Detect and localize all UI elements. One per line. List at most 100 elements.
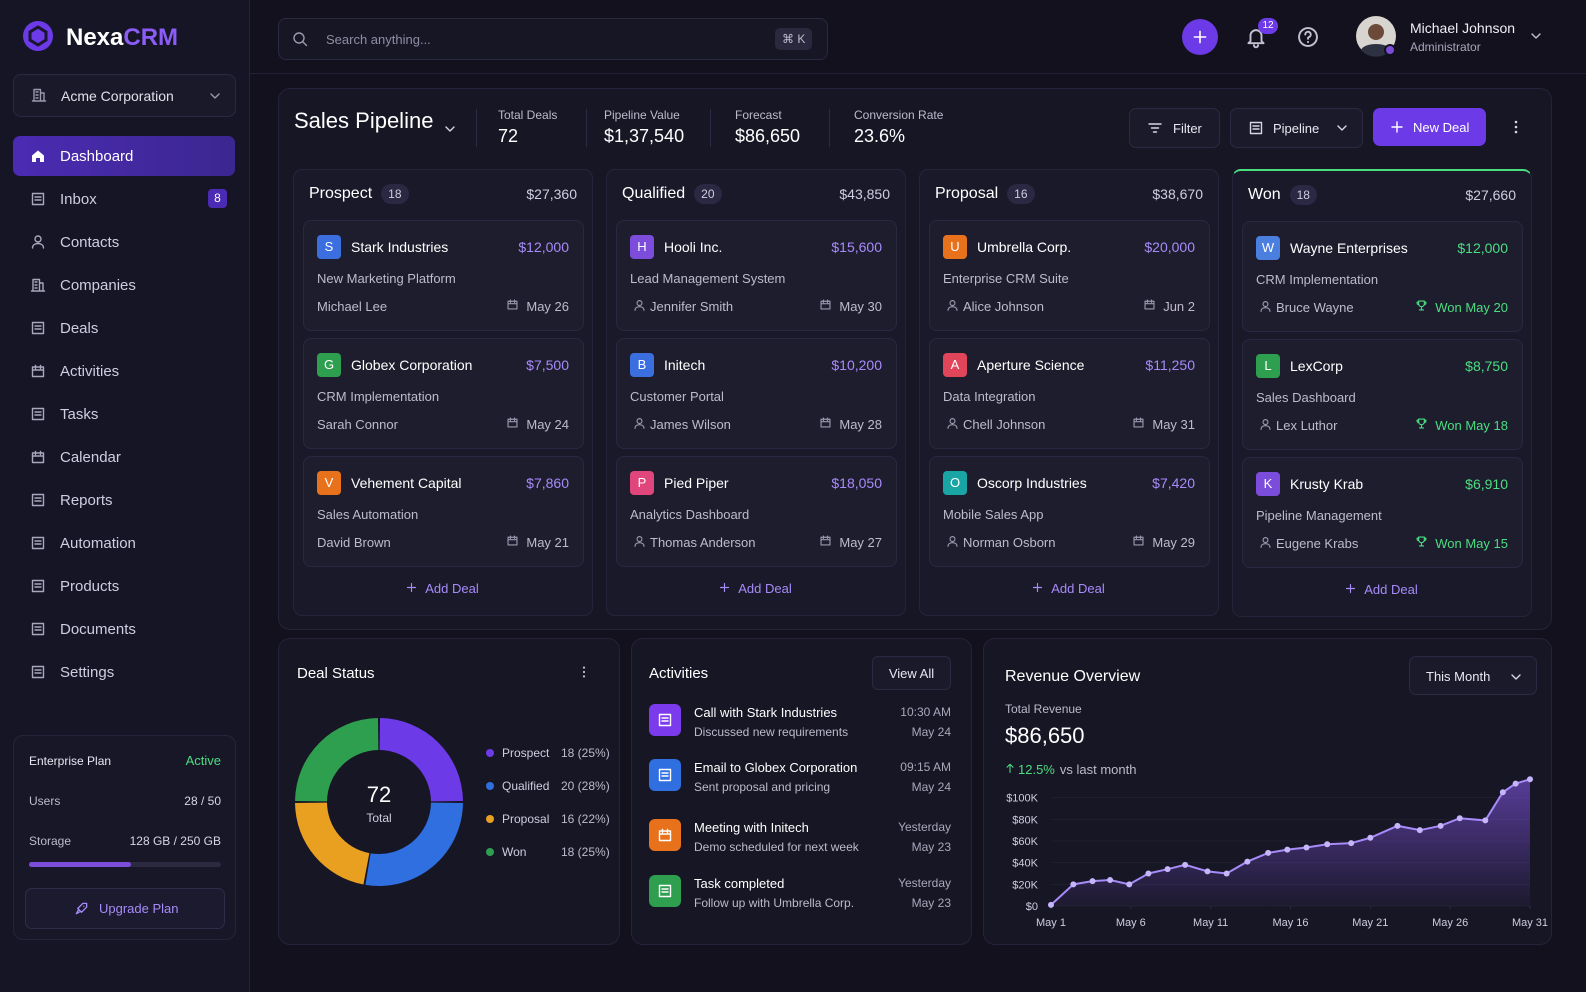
activity-time: 09:15 AM — [900, 760, 951, 774]
users-label: Users — [29, 794, 61, 808]
deal-card[interactable]: A Aperture Science $11,250 Data Integration… — [929, 338, 1210, 449]
nav-item[interactable]: Inbox 8 — [13, 179, 235, 219]
pipeline-title: Sales Pipeline — [294, 108, 434, 133]
revenue-point — [1164, 866, 1171, 873]
nav-item[interactable]: Documents — [13, 609, 235, 649]
add-deal-button[interactable]: Add Deal — [607, 574, 905, 604]
legend-swatch — [486, 815, 494, 823]
deal-card[interactable]: L LexCorp $8,750 Sales Dashboard Lex Luthor W… — [1242, 339, 1523, 450]
nav-label: Deals — [60, 320, 99, 337]
nav-item[interactable]: Deals — [13, 308, 235, 348]
plus-icon — [1345, 583, 1356, 594]
up-icon — [1006, 763, 1014, 774]
view-selector[interactable]: Pipeline — [1230, 108, 1363, 148]
nav-item[interactable]: Settings — [13, 652, 235, 692]
deal-date: May 26 — [526, 299, 569, 314]
activity-title: Meeting with Initech — [694, 820, 809, 835]
cal-glyph — [658, 828, 672, 842]
nav-item[interactable]: Products — [13, 566, 235, 606]
deal-status-title: Deal Status — [297, 665, 375, 682]
deal-date: Won May 15 — [1435, 536, 1508, 551]
deal-card[interactable]: V Vehement Capital $7,860 Sales Automation D… — [303, 456, 584, 567]
deal-date: May 29 — [1152, 535, 1195, 550]
column-name: Qualified — [622, 185, 686, 202]
deal-card[interactable]: S Stark Industries $12,000 New Marketing Pl… — [303, 220, 584, 331]
activity-icon — [649, 819, 681, 851]
nav-item[interactable]: Calendar — [13, 437, 235, 477]
logo-mark — [23, 21, 53, 51]
user-role: Administrator — [1410, 40, 1481, 54]
cal-glyph — [1133, 417, 1144, 428]
revenue-point — [1265, 849, 1272, 856]
user-icon — [1260, 301, 1271, 312]
nav-item[interactable]: Activities — [13, 351, 235, 391]
plus-glyph — [1345, 583, 1356, 594]
company-name: Globex Corporation — [351, 357, 473, 373]
nav-item[interactable]: Automation — [13, 523, 235, 563]
activity-date: May 24 — [911, 725, 951, 739]
new-deal-button[interactable]: New Deal — [1373, 108, 1486, 146]
quick-add-button[interactable] — [1182, 19, 1218, 55]
deal-card[interactable]: G Globex Corporation $7,500 CRM Implementat… — [303, 338, 584, 449]
company-initial: B — [630, 353, 654, 377]
revenue-point — [1394, 822, 1401, 829]
nav-item[interactable]: Companies — [13, 265, 235, 305]
nav-item[interactable]: Tasks — [13, 394, 235, 434]
more-button[interactable] — [1508, 119, 1524, 135]
add-deal-button[interactable]: Add Deal — [920, 574, 1218, 604]
stat-divider — [586, 109, 587, 147]
filter-button[interactable]: Filter — [1129, 108, 1220, 148]
deal-status-panel: Deal Status Prospect 18 (25%) Qualified 20 (… — [278, 638, 620, 945]
revenue-point — [1324, 841, 1331, 848]
help-button[interactable] — [1297, 26, 1319, 48]
deal-card[interactable]: H Hooli Inc. $15,600 Lead Management System… — [616, 220, 897, 331]
report-glyph — [31, 493, 45, 507]
org-selector[interactable]: Acme Corporation — [13, 74, 236, 117]
avatar-body — [1361, 44, 1391, 57]
plus-icon — [1032, 582, 1043, 593]
deal-card[interactable]: O Oscorp Industries $7,420 Mobile Sales App… — [929, 456, 1210, 567]
period-selector[interactable]: This Month — [1409, 656, 1537, 695]
donut-segment — [365, 802, 463, 886]
deal-card[interactable]: B Initech $10,200 Customer Portal James Wils… — [616, 338, 897, 449]
revenue-change: 12.5% — [1018, 762, 1055, 777]
task-icon — [658, 884, 672, 898]
legend-label: Won — [502, 845, 526, 859]
deal-card[interactable]: K Krusty Krab $6,910 Pipeline Management Eug… — [1242, 457, 1523, 568]
auto-glyph — [31, 536, 45, 550]
deal-date: May 31 — [1152, 417, 1195, 432]
avatar-status — [1384, 44, 1396, 56]
search-box[interactable]: Search anything... ⌘ K — [278, 18, 828, 60]
chev-icon — [210, 93, 220, 99]
deal-card[interactable]: P Pied Piper $18,050 Analytics Dashboard Tho… — [616, 456, 897, 567]
activities-panel: Activities View All Call with Stark Indust… — [631, 638, 972, 945]
deal-card[interactable]: U Umbrella Corp. $20,000 Enterprise CRM Sui… — [929, 220, 1210, 331]
deal-owner: David Brown — [317, 535, 391, 550]
deal-card[interactable]: W Wayne Enterprises $12,000 CRM Implementat… — [1242, 221, 1523, 332]
add-deal-label: Add Deal — [738, 581, 792, 596]
upgrade-button[interactable]: Upgrade Plan — [25, 888, 225, 929]
nav-label: Documents — [60, 621, 136, 638]
avatar[interactable] — [1354, 14, 1398, 58]
nav-item[interactable]: Reports — [13, 480, 235, 520]
column-count: 20 — [694, 184, 722, 204]
deal-project: Analytics Dashboard — [630, 507, 750, 522]
pipeline-column: Qualified 20 $43,850 H Hooli Inc. $15,600 Lead… — [606, 169, 906, 616]
trophy-glyph — [1416, 300, 1427, 311]
add-deal-button[interactable]: Add Deal — [1233, 575, 1531, 605]
add-deal-button[interactable]: Add Deal — [294, 574, 592, 604]
deal-amount: $11,250 — [1145, 357, 1195, 373]
user-glyph — [634, 536, 645, 547]
user-icon — [634, 418, 645, 429]
revenue-point — [1527, 776, 1533, 783]
view-all-button[interactable]: View All — [872, 656, 951, 690]
nav-item[interactable]: Dashboard — [13, 136, 235, 176]
nav-item[interactable]: Contacts — [13, 222, 235, 262]
donut-segment — [295, 802, 370, 885]
company-name: Stark Industries — [351, 239, 449, 255]
donut-center-value: 72 — [367, 782, 391, 807]
user-icon — [947, 300, 958, 311]
brand-accent: CRM — [123, 24, 179, 51]
rocket-glyph — [75, 902, 88, 915]
